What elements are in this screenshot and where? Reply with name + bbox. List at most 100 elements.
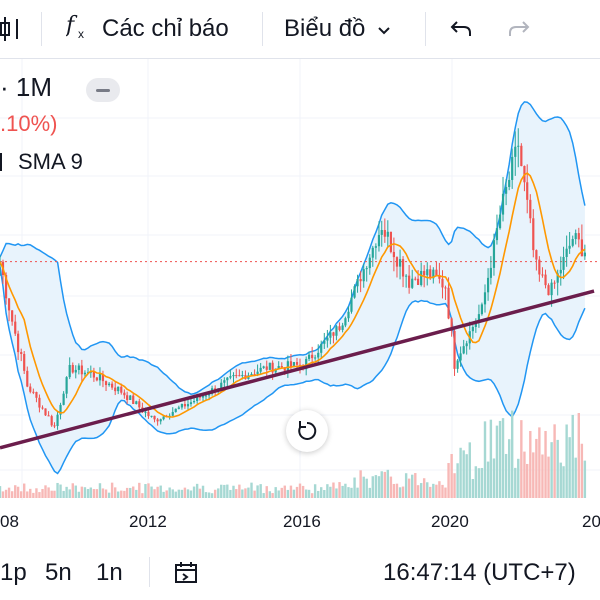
candle-body xyxy=(74,369,77,373)
candle-body xyxy=(277,366,280,369)
volume-bar xyxy=(220,484,223,498)
candles-icon[interactable] xyxy=(0,0,22,58)
candle-body xyxy=(47,415,50,417)
volume-bar xyxy=(153,489,156,498)
candle-body xyxy=(156,419,159,422)
candle-body xyxy=(80,365,83,375)
volume-bar xyxy=(520,420,523,498)
candle-body xyxy=(380,230,383,235)
clock-time[interactable]: 16:47:14 (UTC+7) xyxy=(383,558,576,586)
legend-indicator[interactable]: SMA 9 xyxy=(0,149,83,175)
collapse-legend-button[interactable] xyxy=(86,78,120,102)
volume-bar xyxy=(135,489,138,498)
candle-body xyxy=(320,343,323,353)
volume-bar xyxy=(307,489,311,498)
indicators-button[interactable]: f x Các chỉ báo xyxy=(64,0,229,58)
volume-bar xyxy=(304,489,308,498)
candle-body xyxy=(574,233,577,240)
range-5n-button[interactable]: 5n xyxy=(45,558,72,586)
candle-body xyxy=(514,146,517,157)
candle-body xyxy=(220,382,223,389)
redo-icon[interactable] xyxy=(507,0,531,58)
volume-bar xyxy=(268,491,272,498)
volume-bar xyxy=(277,490,280,498)
reset-chart-button[interactable] xyxy=(286,410,328,452)
candle-body xyxy=(295,362,299,365)
candle-body xyxy=(350,297,353,312)
candle-body xyxy=(68,365,71,378)
volume-bar xyxy=(198,488,202,498)
candle-body xyxy=(226,377,229,381)
volume-bar xyxy=(338,482,341,498)
svg-text:f: f xyxy=(66,13,78,38)
candle-body xyxy=(317,352,320,358)
volume-bar xyxy=(407,478,411,498)
candle-body xyxy=(474,321,477,327)
top-toolbar: f x Các chỉ báo Biểu đồ xyxy=(0,0,600,58)
candle-body xyxy=(486,277,490,293)
volume-bar xyxy=(104,489,108,498)
legend-interval: · 1M xyxy=(0,72,52,102)
candle-body xyxy=(471,326,474,332)
candle-body xyxy=(447,287,450,319)
candle-body xyxy=(335,326,338,336)
candle-body xyxy=(204,395,208,397)
volume-bar xyxy=(244,488,247,498)
volume-bar xyxy=(4,489,8,498)
bottom-bar: 1p 5n 1n 16:47:14 (UTC+7) xyxy=(0,545,600,600)
date-range-icon[interactable] xyxy=(173,545,201,600)
candle-body xyxy=(489,267,492,278)
indicator-label: SMA 9 xyxy=(18,149,83,174)
candle-body xyxy=(256,371,259,375)
volume-bar xyxy=(459,447,462,498)
volume-bar xyxy=(562,466,565,498)
volume-bar xyxy=(98,483,102,498)
volume-bar xyxy=(141,493,144,498)
candle-body xyxy=(371,247,374,258)
candle-body xyxy=(401,259,405,277)
volume-bar xyxy=(280,487,283,498)
volume-bar xyxy=(404,473,408,498)
candle-body xyxy=(92,371,95,378)
volume-bar xyxy=(7,487,11,498)
volume-bar xyxy=(462,450,465,498)
volume-bar xyxy=(480,467,484,498)
candle-body xyxy=(386,231,389,237)
candle-body xyxy=(535,250,538,260)
volume-bar xyxy=(14,485,17,498)
candle-body xyxy=(101,374,105,382)
x-tick-label: 2020 xyxy=(431,512,469,531)
range-1p-button[interactable]: 1p xyxy=(0,558,27,586)
volume-bar xyxy=(41,488,44,498)
candle-body xyxy=(501,193,505,215)
indicator-visibility-icon xyxy=(0,153,10,171)
candle-body xyxy=(426,269,429,276)
candle-body xyxy=(517,145,520,147)
x-tick-label: 2016 xyxy=(283,512,321,531)
candle-body xyxy=(35,392,38,398)
candle-body xyxy=(65,377,68,394)
volume-bar xyxy=(207,492,211,498)
volume-bar xyxy=(301,485,305,498)
volume-bar xyxy=(441,484,444,498)
volume-bar xyxy=(298,483,302,498)
volume-bar xyxy=(414,473,417,498)
price-chart[interactable]: 08 2012 2016 2020 20 xyxy=(0,59,600,545)
candle-body xyxy=(241,375,244,377)
volume-bar xyxy=(332,482,335,498)
chart-type-button[interactable]: Biểu đồ xyxy=(284,0,391,58)
candle-body xyxy=(29,386,32,392)
candle-body xyxy=(117,386,120,392)
undo-icon[interactable] xyxy=(449,0,473,58)
candle-body xyxy=(123,392,126,396)
volume-bar xyxy=(292,489,296,498)
candle-body xyxy=(435,269,438,276)
range-1n-button[interactable]: 1n xyxy=(96,558,123,586)
candle-body xyxy=(235,375,238,377)
candle-body xyxy=(250,373,253,376)
volume-bar xyxy=(110,482,114,498)
candle-body xyxy=(432,269,435,279)
volume-bar xyxy=(235,489,238,498)
volume-bar xyxy=(368,487,371,498)
volume-bar xyxy=(411,474,414,498)
